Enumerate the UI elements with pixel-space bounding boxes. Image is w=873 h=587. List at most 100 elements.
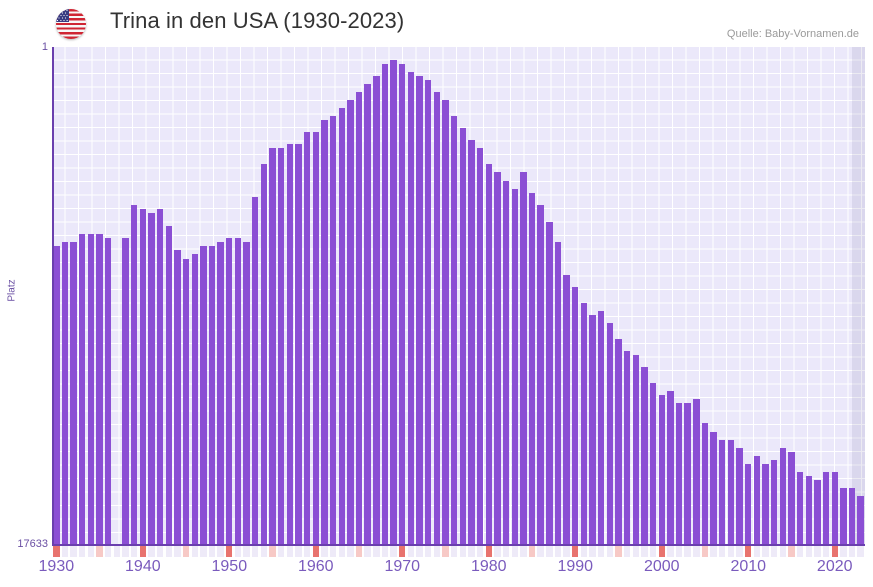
bar-1984[interactable] <box>520 172 527 545</box>
bar-2001[interactable] <box>667 391 674 545</box>
bar-1979[interactable] <box>476 148 484 545</box>
bar-1933[interactable] <box>79 234 86 545</box>
bar-1954[interactable] <box>260 164 268 545</box>
bar-2012[interactable] <box>762 463 769 545</box>
bar-2018[interactable] <box>814 479 821 545</box>
bar-1930[interactable] <box>53 246 60 545</box>
bar-1988[interactable] <box>554 242 562 545</box>
bar-1999[interactable] <box>649 383 657 545</box>
bar-1998[interactable] <box>641 367 648 545</box>
bar-1987[interactable] <box>546 222 553 545</box>
bar-1940[interactable] <box>139 208 146 545</box>
bar-2007[interactable] <box>719 439 726 545</box>
bar-1960[interactable] <box>312 132 319 545</box>
x-tick-1958 <box>295 546 302 557</box>
bar-1969[interactable] <box>390 59 397 545</box>
bar-1975[interactable] <box>442 100 449 545</box>
bar-2017[interactable] <box>805 475 812 545</box>
bar-1996[interactable] <box>623 351 631 545</box>
bar-1946[interactable] <box>191 254 198 545</box>
bar-1944[interactable] <box>174 250 181 545</box>
bar-1932[interactable] <box>70 242 77 545</box>
bar-1971[interactable] <box>407 71 415 545</box>
bar-1962[interactable] <box>329 116 337 545</box>
bar-1959[interactable] <box>303 132 311 545</box>
bar-2008[interactable] <box>727 439 735 545</box>
bar-1994[interactable] <box>606 322 614 545</box>
bar-1950[interactable] <box>226 238 233 545</box>
bar-1965[interactable] <box>355 92 363 545</box>
bar-1942[interactable] <box>156 208 164 545</box>
bar-1958[interactable] <box>295 144 302 545</box>
bar-1983[interactable] <box>511 188 518 545</box>
bar-1943[interactable] <box>165 226 172 545</box>
bar-1936[interactable] <box>105 238 112 545</box>
x-tick-1997 <box>632 546 639 557</box>
x-tick-1987 <box>546 546 553 557</box>
bar-1931[interactable] <box>61 242 69 545</box>
bar-1973[interactable] <box>425 79 432 545</box>
bar-1970[interactable] <box>399 63 406 545</box>
bar-1991[interactable] <box>580 302 588 545</box>
bar-1963[interactable] <box>338 108 345 545</box>
x-tick-1964 <box>347 546 354 557</box>
bar-1981[interactable] <box>494 172 501 545</box>
bar-1989[interactable] <box>563 274 570 545</box>
bar-1968[interactable] <box>381 63 389 545</box>
bar-1974[interactable] <box>433 92 441 545</box>
bar-1945[interactable] <box>182 258 190 545</box>
bar-2005[interactable] <box>701 423 709 545</box>
bar-1961[interactable] <box>321 120 328 545</box>
bar-2004[interactable] <box>693 399 700 545</box>
bar-1997[interactable] <box>632 355 639 545</box>
bar-1993[interactable] <box>598 310 605 545</box>
bar-1982[interactable] <box>502 180 510 545</box>
x-tick-1970 <box>399 546 406 557</box>
bar-1978[interactable] <box>468 140 475 545</box>
bar-1977[interactable] <box>459 128 466 545</box>
bar-2002[interactable] <box>675 403 683 545</box>
bar-1976[interactable] <box>450 116 458 545</box>
bar-1949[interactable] <box>217 242 224 545</box>
bar-2009[interactable] <box>736 447 743 545</box>
bar-1986[interactable] <box>537 204 544 545</box>
bar-1966[interactable] <box>364 84 371 545</box>
bar-1980[interactable] <box>485 164 492 545</box>
bar-1935[interactable] <box>96 234 103 545</box>
bar-2011[interactable] <box>753 455 761 545</box>
bar-2013[interactable] <box>770 459 778 545</box>
bar-2006[interactable] <box>710 431 717 545</box>
y-axis-bottom-label: 17633 <box>17 538 48 550</box>
bar-2010[interactable] <box>745 463 752 545</box>
bar-2003[interactable] <box>684 403 691 545</box>
bar-1955[interactable] <box>269 148 276 545</box>
bar-1995[interactable] <box>615 338 622 545</box>
bar-1990[interactable] <box>572 286 579 545</box>
bar-2023[interactable] <box>857 495 864 545</box>
bar-1957[interactable] <box>286 144 294 545</box>
bar-1934[interactable] <box>87 234 95 545</box>
x-tick-1956 <box>277 546 285 557</box>
bar-2015[interactable] <box>788 451 795 545</box>
bar-2000[interactable] <box>658 395 665 545</box>
bar-1953[interactable] <box>252 196 259 545</box>
bar-1956[interactable] <box>277 148 285 545</box>
bar-1939[interactable] <box>130 204 138 545</box>
bar-2021[interactable] <box>840 487 847 545</box>
bar-2016[interactable] <box>796 471 804 545</box>
bar-1948[interactable] <box>208 246 216 545</box>
bar-1992[interactable] <box>589 314 596 545</box>
bar-1941[interactable] <box>148 212 155 545</box>
bar-2019[interactable] <box>822 471 830 545</box>
bar-2020[interactable] <box>831 471 838 545</box>
bar-2014[interactable] <box>779 447 787 545</box>
bar-1952[interactable] <box>243 242 250 545</box>
bar-1947[interactable] <box>200 246 207 545</box>
bar-1938[interactable] <box>122 238 129 545</box>
bar-1967[interactable] <box>373 75 380 545</box>
bar-1951[interactable] <box>234 238 242 545</box>
bar-1964[interactable] <box>347 100 354 545</box>
bar-1985[interactable] <box>528 192 536 545</box>
bar-1972[interactable] <box>416 75 423 545</box>
bar-2022[interactable] <box>848 487 856 545</box>
